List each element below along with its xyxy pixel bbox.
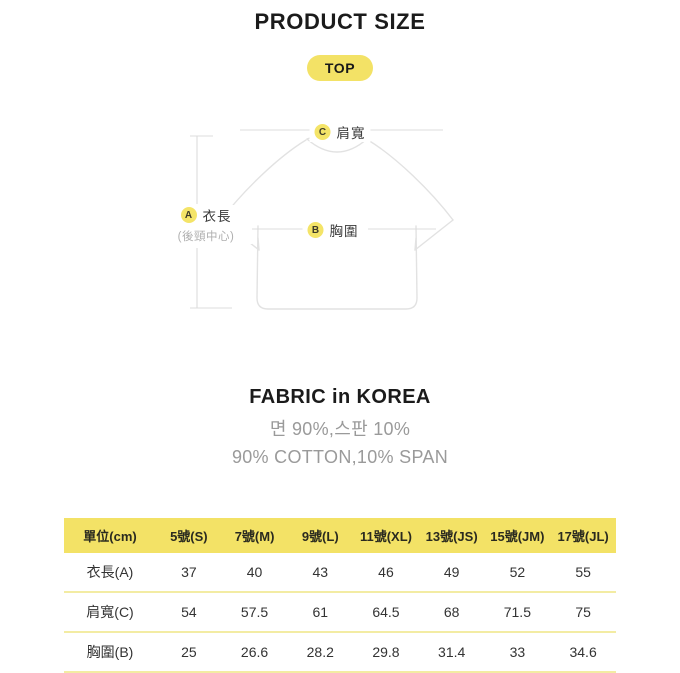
fabric-composition-korean: 면 90%,스판 10% [269, 419, 411, 439]
shoulder-width-text: 肩寬 [336, 126, 366, 141]
size-cell: 28.2 [306, 644, 334, 660]
column-header-size-7: 7號(M) [221, 518, 288, 553]
row-label: 胸圍(B) [86, 644, 134, 660]
measure-badge-c: C [314, 124, 331, 140]
column-header-size-15: 15號(JM) [484, 518, 551, 553]
tshirt-shape [220, 132, 454, 310]
size-table-header-row: 單位(cm) 5號(S) 7號(M) 9號(L) 11號(XL) 13號(JS)… [64, 518, 616, 553]
size-cell: 40 [246, 564, 263, 580]
table-row-length: 衣長(A) 37 40 43 46 49 52 55 [64, 553, 616, 592]
product-size-page: PRODUCT SIZE TOP [0, 9, 680, 672]
column-header-size-17: 17號(JL) [550, 518, 616, 553]
table-row-shoulder: 肩寬(C) 54 57.5 61 64.5 68 71.5 75 [64, 592, 616, 632]
size-cell: 64.5 [372, 604, 400, 620]
length-text: 衣長 [202, 209, 232, 224]
column-header-size-13: 13號(JS) [418, 518, 485, 553]
row-label: 肩寬(C) [86, 604, 134, 620]
fabric-heading: FABRIC in KOREA [249, 386, 431, 408]
size-cell: 26.6 [240, 644, 269, 660]
size-cell: 46 [378, 564, 394, 580]
size-cell: 25 [181, 644, 197, 660]
column-header-unit: 單位(cm) [64, 518, 156, 553]
size-cell: 37 [181, 564, 197, 580]
size-cell: 33 [509, 644, 526, 660]
size-cell: 52 [509, 564, 526, 580]
length-subtext: (後頸中心) [177, 231, 235, 243]
length-label: A 衣長 (後頸中心) [160, 205, 252, 244]
size-cell: 49 [443, 564, 460, 580]
column-header-size-9: 9號(L) [287, 518, 354, 553]
shoulder-width-label: C 肩寬 [309, 122, 371, 142]
size-cell: 43 [312, 564, 329, 580]
measure-badge-a: A [180, 207, 197, 223]
row-label: 衣長(A) [86, 564, 134, 580]
size-cell: 55 [575, 564, 591, 580]
tshirt-measurement-diagram: C 肩寬 A 衣長 (後頸中心) B 胸圍 [160, 108, 520, 345]
chest-text: 胸圍 [329, 224, 359, 239]
size-table: 單位(cm) 5號(S) 7號(M) 9號(L) 11號(XL) 13號(JS)… [64, 518, 616, 673]
chest-label: B 胸圍 [302, 220, 364, 240]
size-cell: 57.5 [240, 604, 269, 620]
column-header-size-11: 11號(XL) [353, 518, 419, 553]
measurement-lines [190, 129, 443, 309]
measure-badge-b: B [307, 222, 324, 238]
tshirt-outline-drawing [190, 129, 454, 310]
size-cell: 34.6 [569, 644, 597, 660]
fabric-composition-english: 90% COTTON,10% SPAN [231, 447, 449, 467]
size-cell: 54 [181, 604, 197, 620]
size-cell: 71.5 [503, 604, 531, 620]
size-cell: 61 [312, 604, 329, 620]
size-cell: 31.4 [438, 644, 466, 660]
size-cell: 68 [443, 604, 460, 620]
table-row-chest: 胸圍(B) 25 26.6 28.2 29.8 31.4 33 34.6 [64, 632, 616, 672]
category-badge-wrap: TOP [0, 55, 680, 81]
column-header-size-5: 5號(S) [156, 518, 222, 553]
category-badge: TOP [306, 55, 374, 81]
size-cell: 75 [575, 604, 591, 620]
page-title: PRODUCT SIZE [254, 9, 426, 34]
size-cell: 29.8 [372, 644, 400, 660]
